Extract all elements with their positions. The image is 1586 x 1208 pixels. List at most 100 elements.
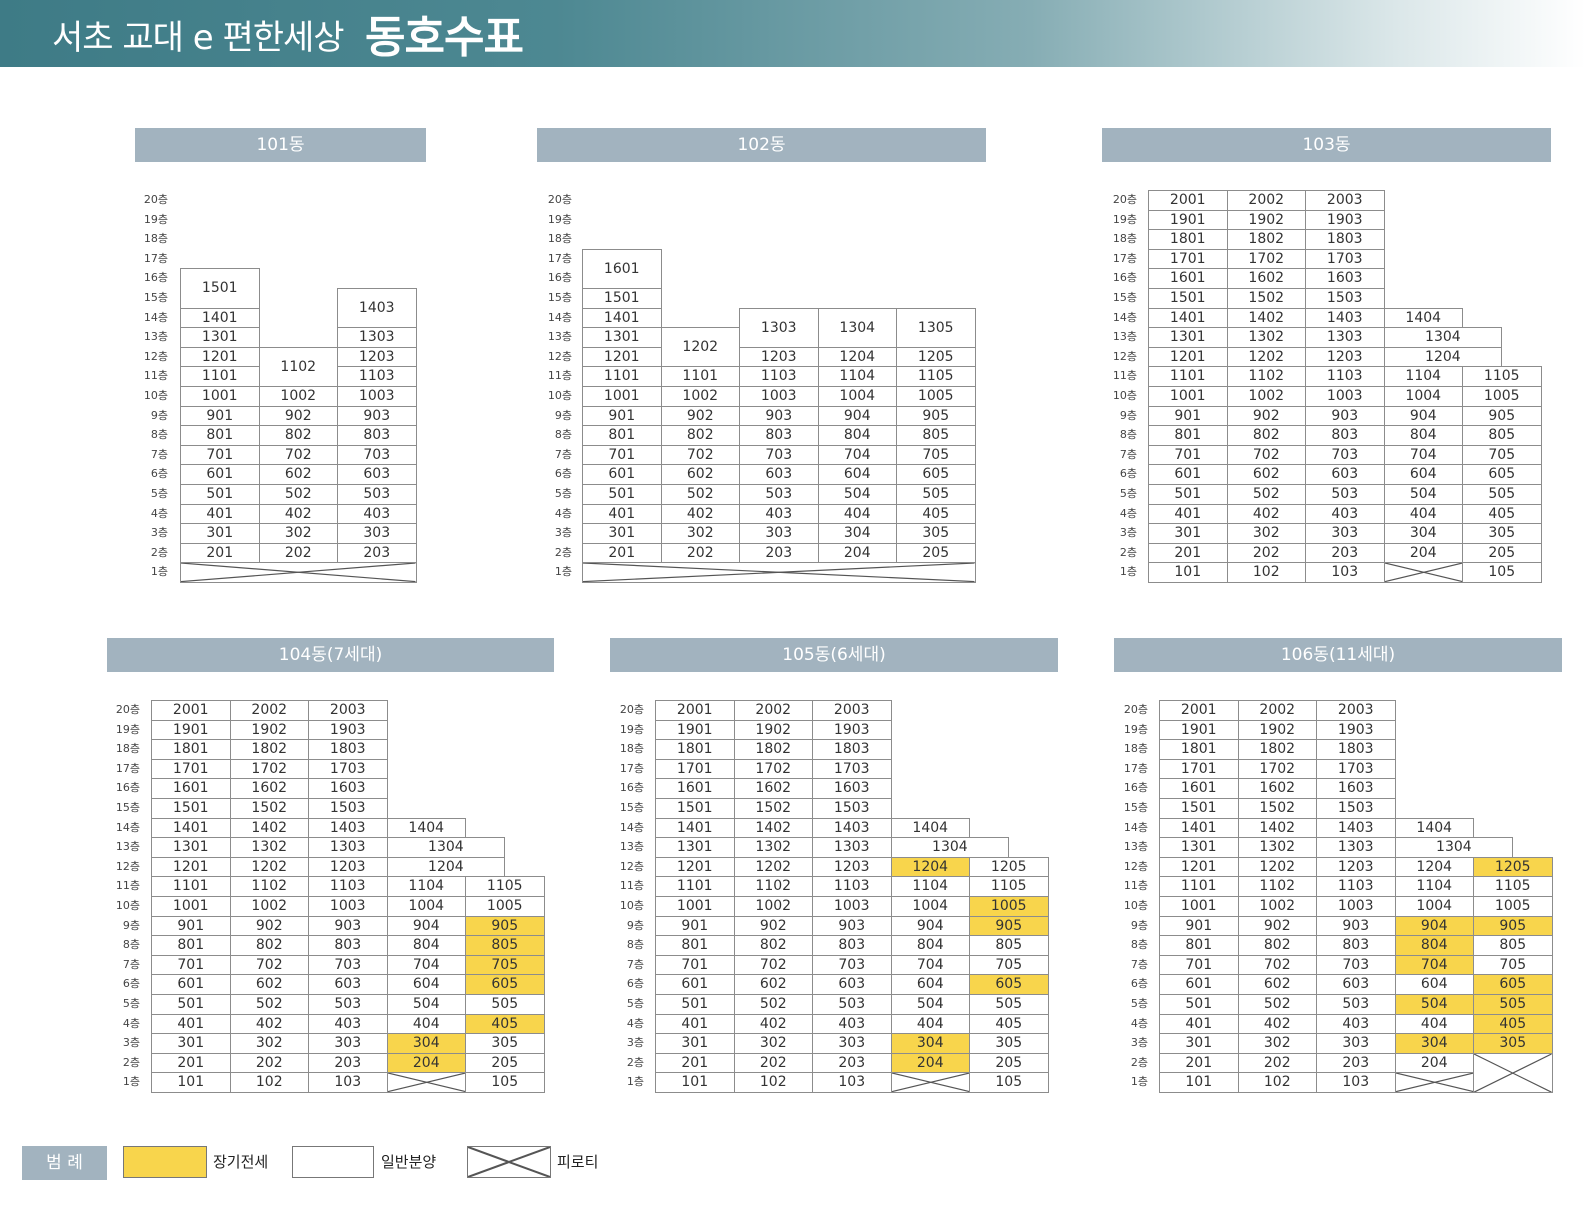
unit-cell: 2002 [229, 700, 309, 721]
unit-cell: 103 [1316, 1072, 1396, 1093]
unit-cell: 605 [969, 974, 1049, 995]
unit-cell: 1901 [1159, 719, 1239, 741]
unit-cell: 1005 [896, 386, 976, 407]
unit-cell: 401 [655, 1013, 735, 1035]
unit-number: 1103 [833, 878, 870, 895]
unit-number: 1702 [1248, 250, 1285, 267]
unit-cell: 1802 [1226, 229, 1306, 250]
unit-cell: 1001 [1148, 386, 1228, 407]
unit-number: 902 [1263, 917, 1291, 934]
unit-number: 1002 [682, 388, 719, 404]
floor-label: 9층 [1119, 408, 1137, 422]
unit-number: 902 [686, 407, 714, 424]
unit-cell: 1501 [180, 268, 260, 309]
unit-number: 702 [284, 446, 312, 463]
unit-cell: 401 [151, 1013, 231, 1035]
unit-cell: 501 [151, 994, 231, 1015]
unit-cell: 201 [582, 542, 662, 564]
unit-cell: 1303 [337, 327, 417, 348]
unit-cell: 203 [739, 542, 819, 564]
unit-cell: 503 [337, 484, 417, 505]
unit-number: 301 [681, 1035, 709, 1052]
unit-cell: 502 [229, 994, 309, 1015]
unit-number: 201 [681, 1054, 709, 1071]
unit-cell: 1104 [890, 876, 970, 897]
unit-number: 103 [334, 1074, 362, 1091]
unit-number: 604 [412, 976, 440, 993]
unit-cell: 805 [465, 935, 545, 956]
unit-number: 805 [1499, 937, 1527, 954]
unit-number: 303 [765, 525, 793, 542]
unit-number: 304 [1420, 1035, 1448, 1052]
unit-cell: 602 [258, 464, 338, 485]
unit-cell: 1103 [308, 876, 388, 897]
unit-number: 1402 [1259, 819, 1296, 836]
unit-cell: 1201 [1148, 346, 1228, 368]
unit-number: 802 [284, 427, 312, 444]
unit-cell: 1503 [1316, 798, 1396, 819]
unit-number: 1201 [1180, 858, 1217, 875]
unit-cell: 1001 [1159, 896, 1239, 917]
unit-number: 1202 [1248, 348, 1285, 365]
unit-number: 1002 [251, 898, 288, 914]
unit-cell: 1103 [337, 366, 417, 387]
unit-number: 1301 [1169, 329, 1206, 346]
unit-number: 1102 [1259, 878, 1296, 895]
unit-number: 1903 [1337, 721, 1374, 738]
unit-cell: 702 [660, 444, 740, 466]
unit-number: 1901 [1169, 211, 1206, 228]
floor-label: 16층 [547, 271, 572, 285]
unit-number: 301 [608, 525, 636, 542]
unit-cell: 1203 [1305, 346, 1385, 368]
floor-label: 18층 [619, 742, 644, 756]
legend-label-piloti: 피로티 [557, 1153, 599, 1171]
floor-label: 9층 [150, 408, 168, 422]
unit-cell: 305 [465, 1033, 545, 1054]
unit-cell: 303 [739, 523, 819, 544]
unit-cell: 1205 [896, 346, 976, 368]
unit-cell: 201 [151, 1052, 231, 1074]
unit-number: 1003 [1326, 388, 1363, 404]
unit-number: 1602 [755, 780, 792, 797]
unit-number: 1502 [755, 800, 792, 816]
unit-number: 1501 [201, 280, 238, 297]
unit-cell: 301 [151, 1033, 231, 1054]
unit-cell: 2003 [812, 700, 892, 721]
floor-label: 19층 [143, 212, 168, 226]
unit-number: 803 [838, 937, 866, 954]
unit-cell: 603 [739, 464, 819, 485]
unit-number: 605 [1488, 466, 1516, 483]
unit-number: 1304 [1436, 839, 1472, 856]
unit-cell: 103 [308, 1072, 388, 1093]
unit-cell: 304 [1394, 1033, 1474, 1054]
unit-cell: 803 [308, 935, 388, 956]
unit-number: 1004 [1416, 898, 1453, 914]
unit-number: 1401 [201, 309, 238, 326]
unit-cell: 702 [258, 444, 338, 466]
unit-cell: 505 [969, 994, 1049, 1015]
unit-number: 1103 [760, 368, 797, 385]
unit-cell: 1203 [1316, 856, 1396, 878]
unit-cell: 504 [1394, 994, 1474, 1015]
unit-number: 1301 [201, 329, 238, 346]
unit-number: 901 [177, 917, 205, 934]
unit-number: 1003 [833, 898, 870, 914]
floor-label: 17층 [619, 761, 644, 775]
unit-cell: 1001 [151, 896, 231, 917]
unit-cell: 1702 [733, 758, 813, 780]
unit-number: 1703 [833, 760, 870, 777]
unit-cell: 2003 [1316, 700, 1396, 721]
floor-label: 9층 [554, 408, 572, 422]
piloti-cross-icon [388, 1073, 466, 1092]
unit-cell: 1601 [1148, 268, 1228, 289]
unit-number: 2003 [1326, 192, 1363, 208]
floor-label: 15층 [1123, 801, 1148, 814]
unit-cell: 604 [1394, 974, 1474, 995]
unit-number: 1802 [755, 741, 792, 758]
unit-cell: 402 [258, 503, 338, 525]
floor-label: 15층 [547, 291, 572, 304]
unit-cell: 1403 [812, 817, 892, 839]
unit-cell: 1001 [180, 386, 260, 407]
floor-label: 20층 [1123, 703, 1148, 716]
unit-cell: 102 [1226, 562, 1306, 583]
